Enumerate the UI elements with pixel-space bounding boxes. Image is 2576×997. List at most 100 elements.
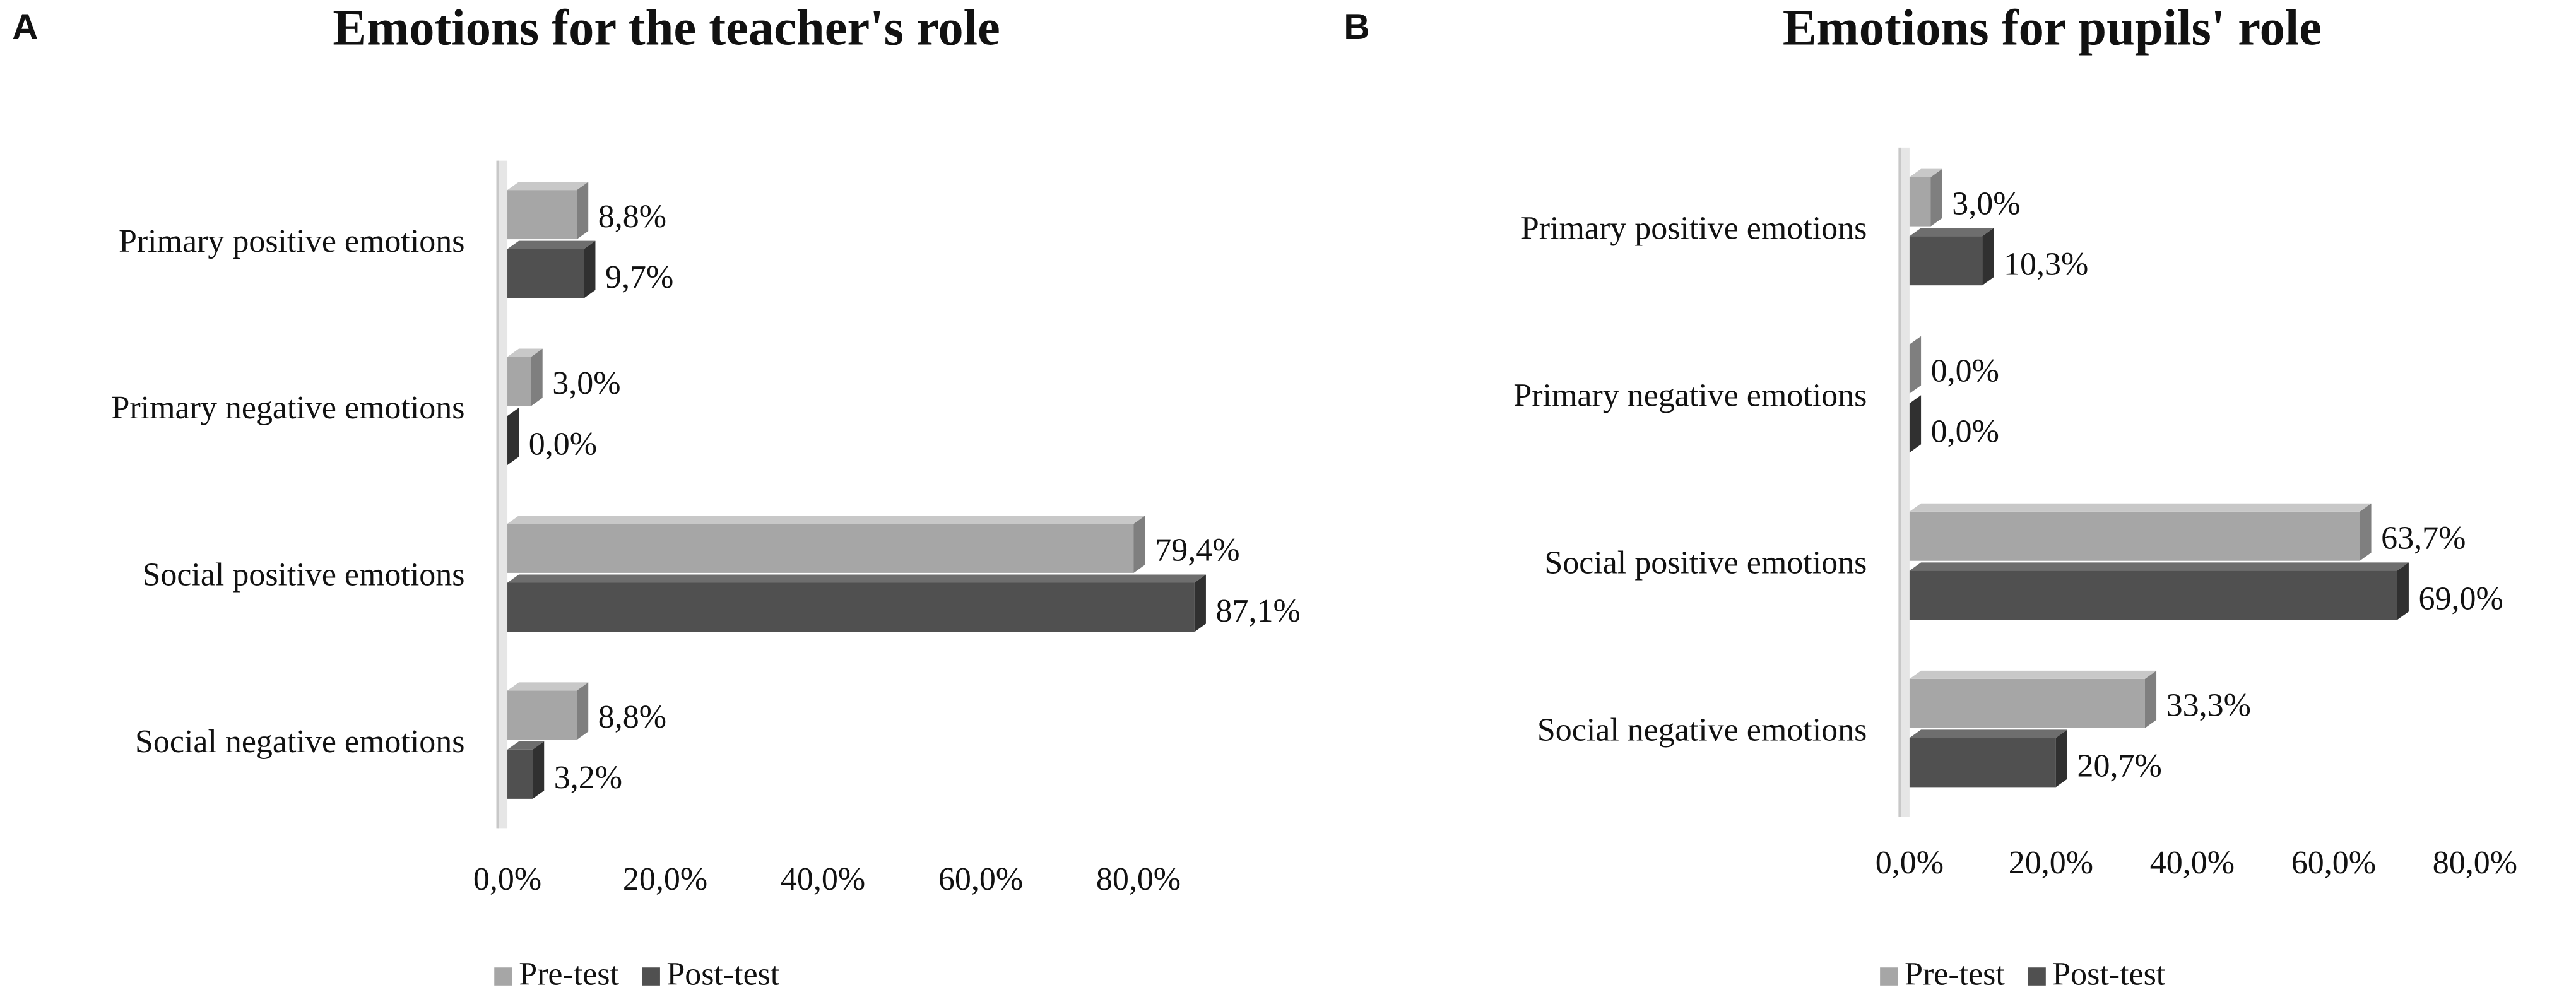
value-label: 69,0% xyxy=(2419,581,2503,617)
bar-side xyxy=(1909,395,1922,453)
bar-top xyxy=(507,348,543,357)
bar-face xyxy=(507,357,531,406)
bar-side xyxy=(2360,503,2372,561)
bar-side xyxy=(577,182,589,240)
bar-side xyxy=(2055,729,2067,788)
bar-top xyxy=(507,574,1206,583)
bar xyxy=(507,408,519,466)
bar xyxy=(1909,228,1994,286)
category-label: Social positive emotions xyxy=(1544,545,1867,581)
value-label: 33,3% xyxy=(2166,688,2251,724)
axis-wall xyxy=(1900,147,1910,817)
bar xyxy=(1909,336,1922,394)
x-tick-label: 40,0% xyxy=(781,861,865,897)
value-label: 0,0% xyxy=(1931,353,1999,389)
bar-top xyxy=(1909,562,2409,571)
category-label: Primary negative emotions xyxy=(111,390,464,426)
category-label: Primary positive emotions xyxy=(1521,210,1867,246)
value-label: 63,7% xyxy=(2381,520,2466,556)
legend-swatch xyxy=(2028,967,2046,986)
category-label: Social negative emotions xyxy=(135,724,464,760)
bar-top xyxy=(1909,670,2157,679)
value-label: 8,8% xyxy=(598,199,666,235)
x-tick-label: 0,0% xyxy=(1876,845,1944,881)
x-tick-label: 40,0% xyxy=(2150,845,2235,881)
x-tick-label: 60,0% xyxy=(2291,845,2376,881)
legend-label: Pre-test xyxy=(1905,957,2005,993)
legend-swatch xyxy=(494,967,512,986)
bar-top xyxy=(507,240,596,249)
value-label: 3,2% xyxy=(554,760,622,796)
bar-top xyxy=(507,741,545,750)
bar xyxy=(1909,503,2372,561)
bar-top xyxy=(507,515,1145,524)
value-label: 3,0% xyxy=(552,365,620,401)
bar xyxy=(507,574,1206,632)
bar-face xyxy=(1909,236,1983,286)
value-label: 0,0% xyxy=(1931,414,1999,450)
chart-title: Emotions for pupils' role xyxy=(1783,0,2322,56)
bar xyxy=(507,682,589,740)
x-tick-label: 20,0% xyxy=(623,861,707,897)
bar-side xyxy=(2397,562,2409,620)
x-tick-label: 80,0% xyxy=(2433,845,2517,881)
bar-face xyxy=(1909,738,2056,788)
bar-side xyxy=(1194,574,1206,632)
value-label: 87,1% xyxy=(1216,593,1301,629)
value-label: 8,8% xyxy=(598,699,666,735)
x-tick-label: 80,0% xyxy=(1096,861,1181,897)
category-label: Primary positive emotions xyxy=(119,223,465,259)
bar-face xyxy=(507,582,1195,632)
bar xyxy=(1909,562,2409,620)
bar-face xyxy=(507,749,533,799)
bar-face xyxy=(507,249,584,298)
bar-side xyxy=(1982,228,1994,286)
bar xyxy=(1909,729,2067,788)
legend-label: Post-test xyxy=(666,957,780,993)
bar-top xyxy=(1909,503,2372,512)
bar-side xyxy=(2144,670,2157,728)
legend-label: Pre-test xyxy=(519,957,619,993)
bar-side xyxy=(1133,515,1145,573)
bar-top xyxy=(1909,729,2067,738)
axis-wall xyxy=(497,160,508,829)
bar xyxy=(1909,168,1942,227)
bar xyxy=(507,348,543,406)
value-label: 0,0% xyxy=(529,426,597,462)
bar-face xyxy=(507,523,1134,573)
category-label: Primary negative emotions xyxy=(1513,377,1867,413)
bar-face xyxy=(507,190,577,240)
panel-letter: A xyxy=(12,7,38,47)
bar-side xyxy=(1909,336,1922,394)
bar-side xyxy=(1930,168,1942,227)
bar-face xyxy=(1909,177,1931,227)
bar xyxy=(507,515,1145,573)
legend-label: Post-test xyxy=(2052,957,2166,993)
value-label: 79,4% xyxy=(1155,533,1239,569)
bar-side xyxy=(584,240,596,298)
category-label: Social negative emotions xyxy=(1537,712,1867,748)
bar xyxy=(507,240,596,298)
value-label: 20,7% xyxy=(2077,748,2162,784)
bar xyxy=(507,741,545,799)
bar-face xyxy=(1909,570,2397,620)
panel-letter: B xyxy=(1344,7,1369,47)
value-label: 9,7% xyxy=(605,259,673,295)
x-tick-label: 0,0% xyxy=(473,861,541,897)
category-label: Social positive emotions xyxy=(142,557,464,593)
x-tick-label: 60,0% xyxy=(938,861,1023,897)
bar-top xyxy=(507,682,589,691)
bar-top xyxy=(1909,228,1994,237)
value-label: 10,3% xyxy=(2004,247,2088,283)
legend-swatch xyxy=(1880,967,1898,986)
bar xyxy=(1909,395,1922,453)
bar xyxy=(1909,670,2157,728)
x-tick-label: 20,0% xyxy=(2009,845,2093,881)
legend-swatch xyxy=(642,967,660,986)
bar-face xyxy=(1909,678,2145,728)
chart-title: Emotions for the teacher's role xyxy=(333,0,1000,56)
bar-top xyxy=(507,182,589,191)
bar xyxy=(507,182,589,240)
bar-top xyxy=(1909,168,1942,177)
